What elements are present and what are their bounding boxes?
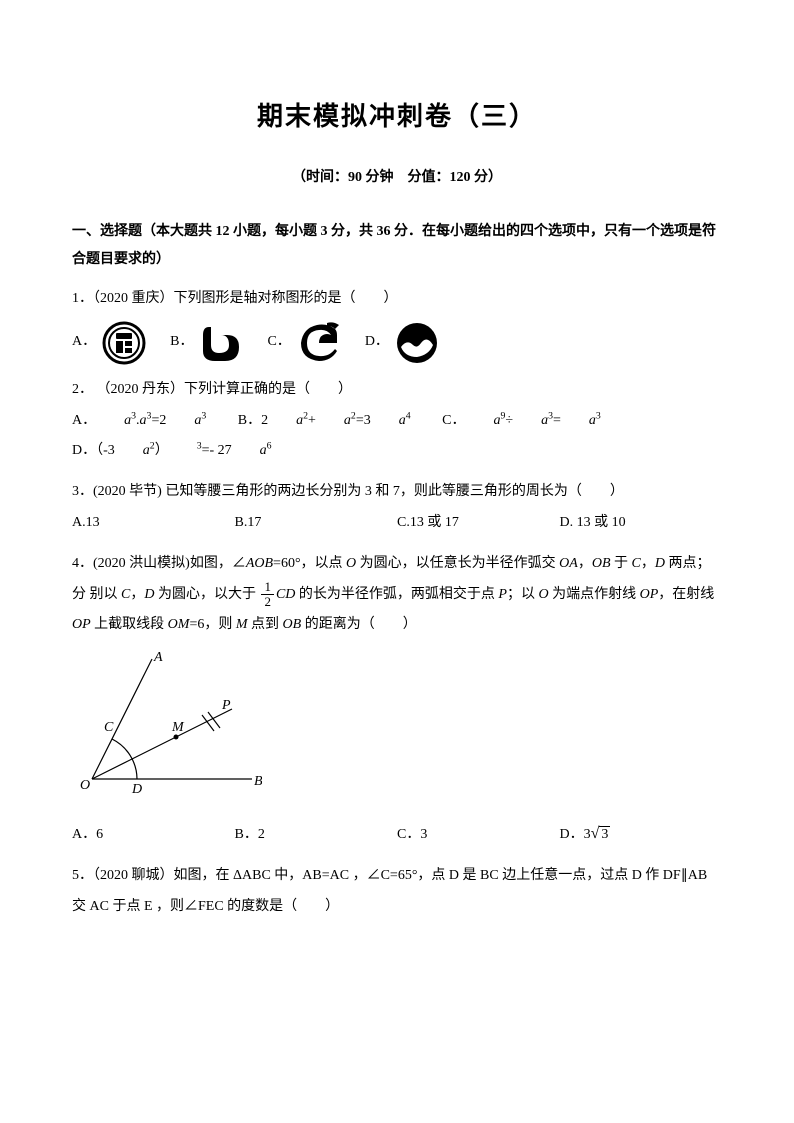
svg-text:B: B [254,774,262,789]
q4-options: A．6 B．2 C．3 D．3√3 [72,820,722,851]
q5-stem: 5．（2020 聊城）如图，在 ΔABC 中，AB=AC ，∠C=65°，点 D… [72,861,722,923]
q3-stem: 3．(2020 毕节) 已知等腰三角形的两边长分别为 3 和 7，则此等腰三角形… [72,477,722,508]
svg-text:M: M [171,720,185,735]
logo-d-icon [395,321,439,365]
section-1-header: 一、选择题（本大题共 12 小题，每小题 3 分，共 36 分．在每小题给出的四… [72,218,722,274]
q4-option-d: D．3√3 [560,820,723,851]
q2-stem: 2． （2020 丹东）下列计算正确的是（ ） [72,375,722,406]
q1-a-label: A． [72,327,96,358]
logo-b-icon [199,321,243,365]
question-1: 1．（2020 重庆）下列图形是轴对称图形的是（ ） A． B． [72,284,722,365]
question-5: 5．（2020 聊城）如图，在 ΔABC 中，AB=AC ，∠C=65°，点 D… [72,861,722,923]
question-3: 3．(2020 毕节) 已知等腰三角形的两边长分别为 3 和 7，则此等腰三角形… [72,477,722,539]
q2-option-a: A．a3.a3=2a3 [72,406,206,437]
q4-option-c: C．3 [397,820,560,851]
q1-option-c: C． [267,321,340,365]
svg-text:O: O [80,778,90,793]
logo-c-icon [297,321,341,365]
svg-text:P: P [221,698,231,713]
q4-option-a: A．6 [72,820,235,851]
q3-option-c: C.13 或 17 [397,508,560,539]
page-subtitle: （时间：90 分钟 分值：120 分） [72,163,722,194]
q4-stem: 4．(2020 洪山模拟)如图，∠AOB=60°，以点 O 为圆心，以任意长为半… [72,549,722,641]
svg-text:D: D [131,782,142,797]
q1-d-label: D． [365,327,389,358]
q3-option-d: D. 13 或 10 [560,508,723,539]
q3-options: A.13 B.17 C.13 或 17 D. 13 或 10 [72,508,722,539]
q2-option-d: D．（-3a2）3=- 27a6 [72,436,272,467]
q4-option-b: B．2 [235,820,398,851]
svg-text:C: C [104,720,114,735]
q1-option-d: D． [365,321,439,365]
q1-option-b: B． [170,321,243,365]
question-2: 2． （2020 丹东）下列计算正确的是（ ） A．a3.a3=2a3 B．2a… [72,375,722,467]
q2-option-b: B．2a2+a2=3a4 [238,406,411,437]
q1-stem: 1．（2020 重庆）下列图形是轴对称图形的是（ ） [72,284,722,315]
fraction-half: 12 [261,580,274,610]
q1-options: A． B． C． [72,321,722,365]
q1-c-label: C． [267,327,290,358]
question-4: 4．(2020 洪山模拟)如图，∠AOB=60°，以点 O 为圆心，以任意长为半… [72,549,722,851]
q4-diagram: A C P M O D B [72,649,722,812]
q2-option-c: C．a9÷a3=a3 [442,406,601,437]
logo-a-icon [102,321,146,365]
q1-option-a: A． [72,321,146,365]
q3-option-b: B.17 [235,508,398,539]
page-title: 期末模拟冲刺卷（三） [72,88,722,145]
q1-b-label: B． [170,327,193,358]
q3-option-a: A.13 [72,508,235,539]
q2-options: A．a3.a3=2a3 B．2a2+a2=3a4 C．a9÷a3=a3 D．（-… [72,406,722,468]
svg-text:A: A [153,650,163,665]
